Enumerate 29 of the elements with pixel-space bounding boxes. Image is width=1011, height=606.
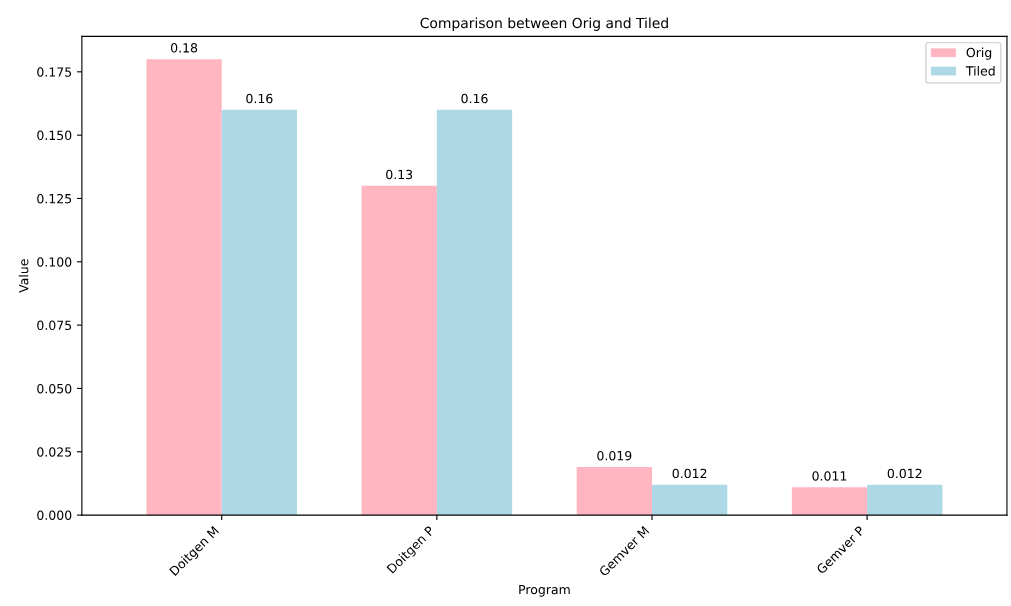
- bar: [146, 59, 222, 516]
- y-tick-label: 0.075: [37, 320, 72, 331]
- y-tick-label: 0.025: [37, 447, 72, 457]
- legend-label: Tiled: [965, 65, 995, 76]
- y-tick-label: 0.150: [37, 130, 72, 141]
- bar: [576, 466, 652, 516]
- y-tick-label: 0.125: [37, 193, 72, 204]
- data-label: 0.012: [672, 468, 707, 479]
- bar: [361, 185, 437, 516]
- legend-label: Orig: [966, 47, 992, 60]
- data-label: 0.019: [597, 450, 632, 461]
- bar: [867, 484, 943, 516]
- data-label: 0.16: [461, 93, 488, 104]
- x-axis-title: Program: [519, 584, 570, 597]
- bar: [791, 487, 868, 516]
- bar: [221, 109, 298, 516]
- bar: [651, 484, 728, 516]
- data-label: 0.18: [170, 43, 198, 53]
- data-label: 0.011: [812, 471, 847, 481]
- chart-title: Comparison between Orig and Tiled: [420, 17, 668, 31]
- y-axis-title: Value: [18, 259, 29, 293]
- y-tick-label: 0.100: [37, 257, 72, 267]
- data-label: 0.012: [887, 468, 922, 479]
- y-tick-label: 0.175: [37, 67, 72, 77]
- y-tick-label: 0.000: [37, 510, 72, 521]
- data-label: 0.13: [386, 169, 413, 180]
- data-label: 0.16: [246, 93, 273, 104]
- bar: [436, 109, 513, 516]
- y-tick-label: 0.050: [37, 383, 72, 394]
